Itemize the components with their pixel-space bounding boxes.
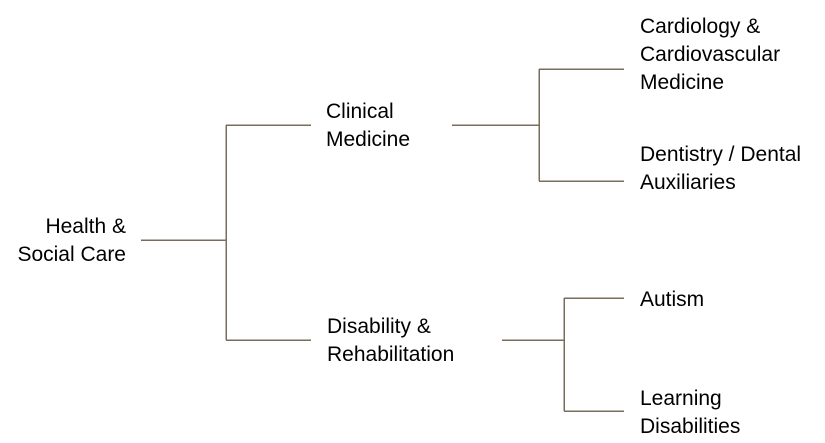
node-dentistry: Dentistry / Dental Auxiliaries (640, 141, 801, 197)
node-learning-disabilities: Learning Disabilities (640, 385, 740, 441)
node-disability-rehabilitation: Disability & Rehabilitation (327, 313, 454, 369)
node-label-line: Health & (45, 215, 126, 238)
node-label-line: Autism (640, 288, 705, 311)
node-label-line: Cardiology & (640, 15, 761, 38)
node-label-line: Auxiliaries (640, 171, 736, 194)
node-autism: Autism (640, 286, 704, 314)
node-cardiology: Cardiology & Cardiovascular Medicine (640, 13, 780, 97)
node-label-line: Disability & (327, 315, 431, 338)
node-label-line: Medicine (640, 71, 725, 94)
node-label-line: Cardiovascular (640, 43, 781, 66)
node-label-line: Learning (640, 387, 722, 410)
node-label-line: Clinical (326, 100, 394, 123)
node-label-line: Disabilities (640, 415, 741, 438)
node-label-line: Dentistry / Dental (640, 143, 802, 166)
node-label-line: Medicine (326, 128, 411, 151)
node-label-line: Rehabilitation (327, 343, 455, 366)
node-health-social-care: Health & Social Care (17, 213, 126, 269)
node-clinical-medicine: Clinical Medicine (326, 98, 410, 154)
node-label-line: Social Care (17, 243, 126, 266)
